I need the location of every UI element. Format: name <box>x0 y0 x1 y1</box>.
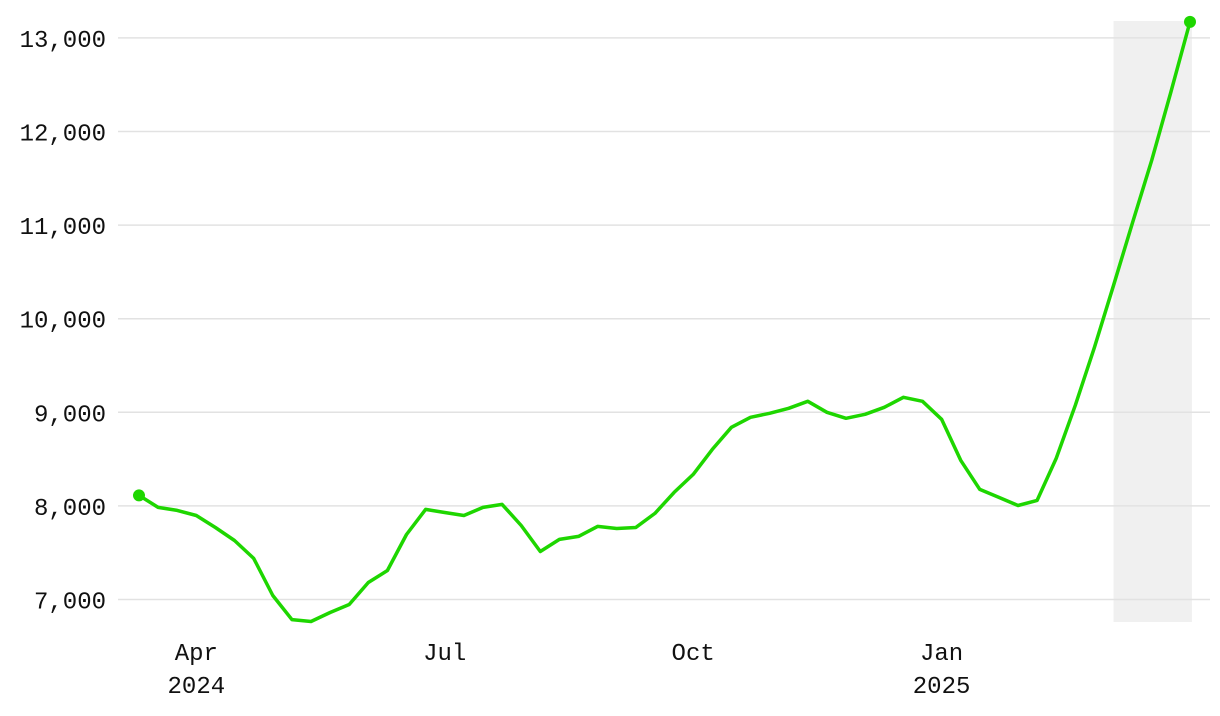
y-tick-label: 13,000 <box>20 28 106 55</box>
x-tick-label: Jan 2025 <box>913 641 971 701</box>
x-tick-label-line: Jan <box>920 641 963 668</box>
x-tick-label-line: 2025 <box>913 674 971 701</box>
x-tick-label-line: Jul <box>423 641 466 668</box>
y-tick-label: 9,000 <box>34 402 106 429</box>
line <box>138 21 1192 624</box>
y-tick-label: 8,000 <box>34 496 106 523</box>
x-tick-label-line: Apr <box>175 641 218 668</box>
y-tick-label: 7,000 <box>34 590 106 617</box>
end-point <box>133 489 145 502</box>
x-tick-label: Apr 2024 <box>168 641 226 701</box>
x-tick-label-line: 2024 <box>168 674 226 701</box>
y-tick-label: 11,000 <box>20 215 106 242</box>
y-tick-label: 10,000 <box>20 309 106 336</box>
y-tick-label: 12,000 <box>20 121 106 148</box>
x-tick-label-line: Oct <box>672 641 715 668</box>
end-point <box>1184 15 1196 28</box>
x-tick-label: Oct <box>672 641 715 668</box>
x-tick-label: Jul <box>423 641 466 668</box>
highlight-band <box>1113 21 1192 622</box>
